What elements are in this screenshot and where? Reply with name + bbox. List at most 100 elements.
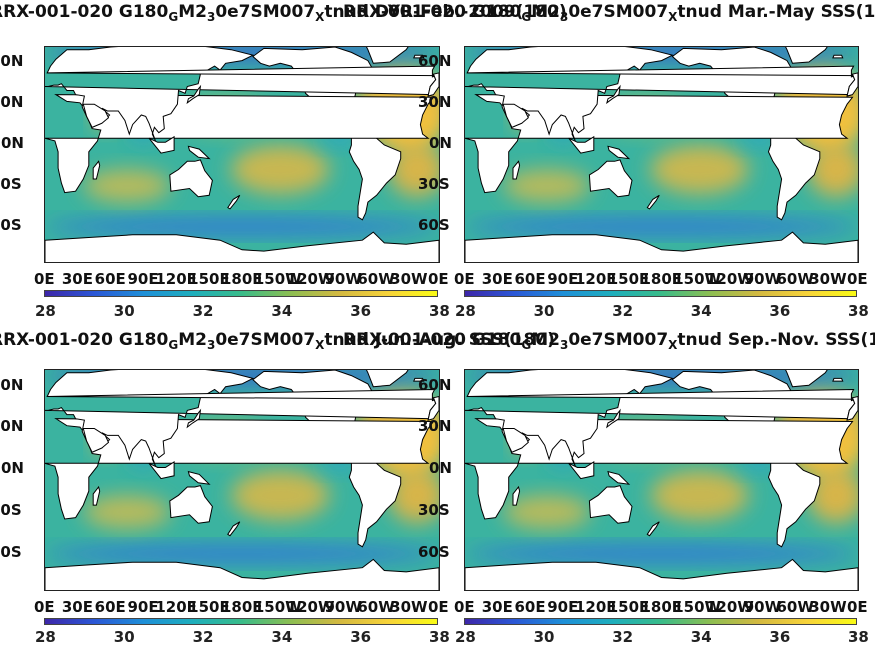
landmass-madagascar bbox=[512, 160, 521, 180]
colorbar-tick-label: 34 bbox=[271, 628, 293, 646]
landmass-iberia bbox=[846, 72, 858, 97]
colorbar-tick-label: 32 bbox=[192, 302, 214, 320]
title-subscript: 3 bbox=[206, 10, 216, 24]
colorbar-tick-label: 30 bbox=[533, 302, 555, 320]
south-atlantic-high-salinity bbox=[388, 142, 439, 197]
longitude-label: 150W bbox=[673, 598, 722, 616]
landmass-borneo-sumatra bbox=[568, 460, 595, 480]
landmass-iberia bbox=[846, 395, 858, 421]
landmass-new-guinea bbox=[187, 145, 211, 160]
title-text: tnud Jun.-Aug. SSS(180) bbox=[324, 330, 555, 350]
latitude-label: 60N bbox=[418, 52, 452, 71]
world-salinity-map bbox=[464, 46, 859, 263]
longitude-label: 0E bbox=[454, 598, 475, 616]
colorbar-tick-label: 36 bbox=[769, 628, 791, 646]
longitude-label: 0E bbox=[428, 598, 449, 616]
south-indian-high-salinity bbox=[83, 169, 171, 203]
landmass-new-guinea bbox=[187, 470, 211, 485]
landmass-arabia-fill bbox=[502, 103, 529, 128]
panel-title: RRX-001-020 G180GM230e7SM007Xtnud Mar.-M… bbox=[343, 2, 875, 24]
longitude-label: 90E bbox=[127, 270, 159, 288]
title-text: M2 bbox=[531, 2, 560, 22]
latitude-label: 60N bbox=[0, 375, 24, 394]
latitude-label: 60S bbox=[418, 215, 450, 234]
latitude-label: 30S bbox=[418, 501, 450, 520]
longitude-label: 30W bbox=[390, 270, 428, 288]
latitude-label: 0N bbox=[1, 133, 24, 152]
longitude-label: 150W bbox=[253, 270, 302, 288]
latitude-label: 60S bbox=[0, 542, 22, 561]
landmass-new-zealand bbox=[646, 194, 660, 210]
title-subscript: G bbox=[168, 338, 179, 352]
south-indian-high-salinity bbox=[83, 495, 171, 529]
title-text: M2 bbox=[178, 330, 207, 350]
landmass-antarctica bbox=[465, 558, 858, 590]
colorbar-tick-label: 34 bbox=[271, 302, 293, 320]
landmass-south-america bbox=[767, 454, 821, 548]
longitude-label: 60W bbox=[357, 598, 395, 616]
world-salinity-map bbox=[44, 46, 440, 263]
longitude-label: 30W bbox=[809, 270, 847, 288]
landmass-iceland bbox=[832, 377, 844, 382]
longitude-label: 60E bbox=[514, 270, 546, 288]
landmass-borneo-sumatra bbox=[568, 135, 595, 154]
landmass-australia bbox=[169, 159, 213, 198]
title-subscript: G bbox=[168, 10, 179, 24]
longitude-label: 120W bbox=[286, 598, 335, 616]
southern-ocean-fresh bbox=[45, 545, 439, 563]
longitude-label: 120W bbox=[706, 270, 754, 288]
landmass-japan bbox=[186, 408, 202, 429]
longitude-label: 120E bbox=[155, 270, 197, 288]
south-atlantic-high-salinity bbox=[807, 467, 858, 524]
title-subscript: G bbox=[521, 10, 532, 24]
latitude-label: 30S bbox=[418, 174, 450, 193]
landmass-europe-asia bbox=[45, 47, 437, 142]
landmass-iceland bbox=[413, 377, 425, 382]
longitude-label: 180E bbox=[640, 598, 683, 616]
longitude-label: 90E bbox=[547, 598, 579, 616]
latitude-label: 0N bbox=[429, 133, 452, 152]
colorbar-tick-label: 32 bbox=[192, 628, 214, 646]
landmass-south-america bbox=[767, 129, 821, 221]
landmass-iceland bbox=[413, 54, 425, 59]
landmass-madagascar bbox=[512, 485, 521, 506]
colorbar-tick-label: 32 bbox=[612, 628, 634, 646]
colorbar-tick-label: 34 bbox=[690, 628, 712, 646]
longitude-label: 30W bbox=[809, 598, 847, 616]
longitude-label: 150W bbox=[253, 598, 302, 616]
panel-title: RRX-001-020 G180GM230e7SM007Xtnud DYR-Fe… bbox=[0, 2, 567, 24]
longitude-label: 60W bbox=[357, 270, 395, 288]
landmass-europe-asia bbox=[465, 47, 856, 142]
landmass-new-zealand bbox=[646, 521, 660, 537]
south-pacific-high-salinity bbox=[650, 470, 749, 521]
landmass-arabia-fill bbox=[502, 428, 529, 453]
southern-ocean-fresh bbox=[45, 218, 439, 235]
longitude-label: 30E bbox=[481, 598, 513, 616]
south-pacific-high-salinity bbox=[231, 144, 330, 194]
landmass-borneo-sumatra bbox=[148, 135, 175, 154]
longitude-label: 90W bbox=[743, 270, 782, 288]
landmass-greenland bbox=[365, 47, 409, 64]
longitude-label: 0E bbox=[847, 270, 868, 288]
colorbar-tick-label: 28 bbox=[35, 628, 56, 646]
longitude-label: 60W bbox=[776, 598, 814, 616]
colorbar bbox=[44, 618, 438, 625]
south-pacific-high-salinity bbox=[231, 470, 330, 521]
landmass-greenland bbox=[785, 370, 828, 388]
landmass-japan bbox=[186, 84, 202, 105]
landmass-arabia-fill bbox=[82, 103, 110, 128]
longitude-label: 120E bbox=[575, 270, 617, 288]
southern-ocean-fresh bbox=[465, 218, 858, 235]
colorbar-tick-label: 30 bbox=[113, 628, 135, 646]
longitude-label: 120E bbox=[155, 598, 197, 616]
south-atlantic-high-salinity bbox=[388, 467, 439, 524]
title-subscript: 3 bbox=[559, 10, 569, 24]
longitude-label: 30W bbox=[390, 598, 428, 616]
landmass-antarctica bbox=[45, 558, 439, 590]
colorbar-tick-label: 38 bbox=[429, 628, 450, 646]
title-text: tnud Mar.-May SSS(180) bbox=[677, 2, 875, 22]
longitude-label: 120W bbox=[706, 598, 754, 616]
latitude-label: 30N bbox=[418, 417, 452, 436]
landmass-new-guinea bbox=[607, 470, 631, 485]
longitude-label: 150E bbox=[188, 270, 230, 288]
